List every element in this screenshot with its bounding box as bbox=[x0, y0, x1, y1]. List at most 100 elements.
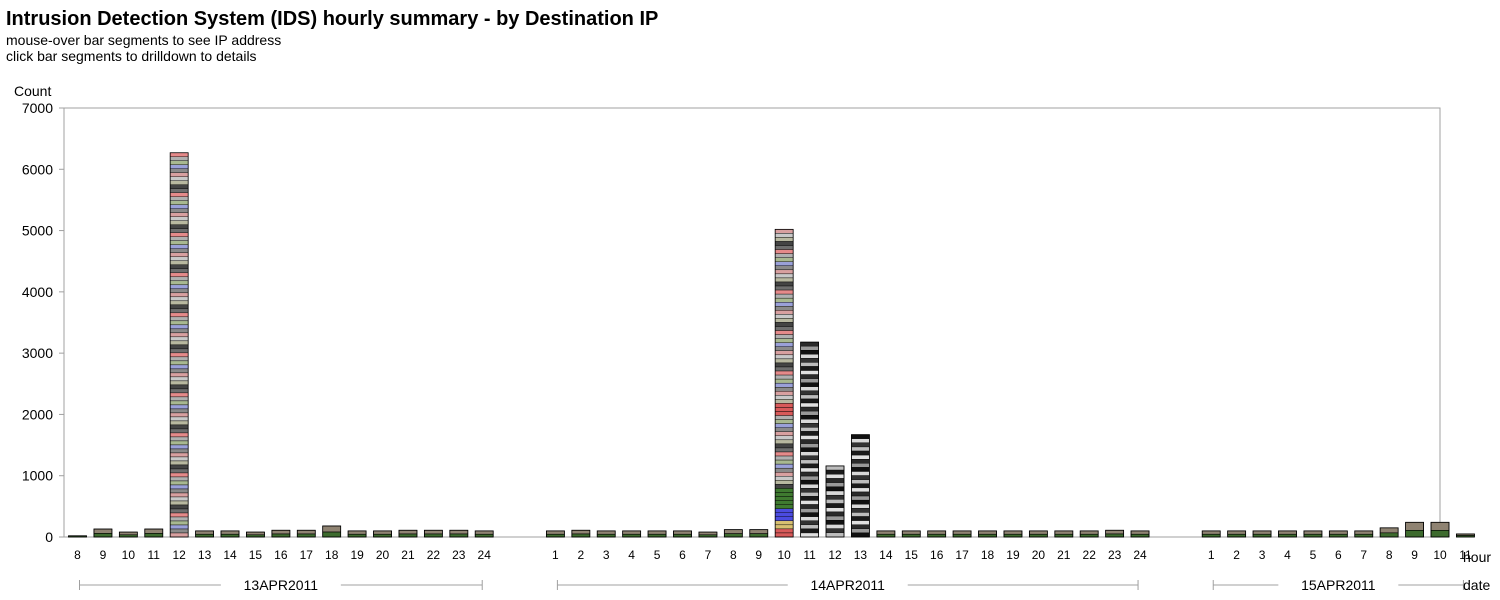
bar-segment[interactable] bbox=[774, 233, 794, 238]
bar-segment[interactable] bbox=[774, 237, 794, 242]
bar-segment[interactable] bbox=[246, 531, 265, 536]
bar-segment[interactable] bbox=[774, 293, 794, 299]
bar-segment[interactable] bbox=[800, 512, 819, 517]
bar-segment[interactable] bbox=[800, 345, 819, 351]
bar-segment[interactable] bbox=[169, 420, 189, 426]
bar-segment[interactable] bbox=[774, 374, 794, 380]
bar[interactable] bbox=[851, 434, 870, 538]
bar-segment[interactable] bbox=[571, 533, 591, 538]
bar-segment[interactable] bbox=[698, 531, 718, 536]
bar-segment[interactable] bbox=[851, 459, 870, 464]
bar-segment[interactable] bbox=[876, 533, 896, 538]
bar-segment[interactable] bbox=[1054, 533, 1074, 538]
bar[interactable] bbox=[952, 530, 972, 538]
bar[interactable] bbox=[195, 530, 215, 538]
bar-segment[interactable] bbox=[169, 160, 189, 165]
bar[interactable] bbox=[1328, 530, 1348, 538]
bar-segment[interactable] bbox=[1354, 533, 1374, 538]
bar[interactable] bbox=[673, 530, 692, 538]
bar-segment[interactable] bbox=[800, 406, 819, 412]
bar-segment[interactable] bbox=[169, 500, 189, 506]
bar-segment[interactable] bbox=[800, 528, 819, 534]
bar-segment[interactable] bbox=[774, 334, 794, 339]
bar-segment[interactable] bbox=[169, 372, 189, 378]
bar-segment[interactable] bbox=[1405, 530, 1424, 538]
bar-segment[interactable] bbox=[851, 463, 870, 468]
bar-segment[interactable] bbox=[169, 292, 189, 298]
bar[interactable] bbox=[1379, 527, 1399, 538]
bar-segment[interactable] bbox=[1054, 530, 1074, 535]
bar-segment[interactable] bbox=[774, 472, 794, 477]
bar-segment[interactable] bbox=[800, 390, 819, 396]
bar-segment[interactable] bbox=[774, 528, 794, 534]
bar-segment[interactable] bbox=[851, 487, 870, 493]
bar-segment[interactable] bbox=[724, 529, 743, 534]
bar-segment[interactable] bbox=[851, 508, 870, 513]
bar-segment[interactable] bbox=[825, 507, 845, 513]
bar-segment[interactable] bbox=[322, 525, 342, 533]
bar-segment[interactable] bbox=[774, 314, 794, 319]
bar-segment[interactable] bbox=[724, 533, 743, 538]
bar-segment[interactable] bbox=[596, 530, 616, 535]
bar-segment[interactable] bbox=[169, 412, 189, 418]
bar-segment[interactable] bbox=[825, 490, 845, 496]
bar-segment[interactable] bbox=[825, 482, 845, 488]
bar-segment[interactable] bbox=[169, 408, 189, 414]
bar-segment[interactable] bbox=[195, 533, 214, 538]
bar-segment[interactable] bbox=[195, 530, 214, 535]
bar-segment[interactable] bbox=[851, 532, 870, 538]
bar-segment[interactable] bbox=[169, 508, 189, 514]
bar-segment[interactable] bbox=[169, 344, 189, 350]
bar-segment[interactable] bbox=[322, 531, 342, 538]
bar-segment[interactable] bbox=[774, 459, 794, 465]
bar-segment[interactable] bbox=[169, 444, 189, 450]
bar-segment[interactable] bbox=[169, 180, 189, 185]
bar-segment[interactable] bbox=[169, 364, 189, 370]
bar-segment[interactable] bbox=[169, 316, 189, 322]
bar-segment[interactable] bbox=[851, 467, 870, 472]
bar-segment[interactable] bbox=[800, 488, 819, 493]
bar-segment[interactable] bbox=[169, 232, 189, 237]
bar-segment[interactable] bbox=[825, 486, 845, 492]
bar[interactable] bbox=[347, 530, 367, 538]
bar-segment[interactable] bbox=[774, 467, 794, 473]
bar-segment[interactable] bbox=[169, 264, 189, 270]
bar-segment[interactable] bbox=[800, 443, 819, 448]
bar-segment[interactable] bbox=[851, 438, 870, 444]
bar-segment[interactable] bbox=[169, 476, 189, 482]
bar-segment[interactable] bbox=[774, 261, 794, 266]
bar-segment[interactable] bbox=[800, 447, 819, 452]
bar-segment[interactable] bbox=[774, 358, 794, 364]
bar-segment[interactable] bbox=[398, 529, 418, 535]
bar-segment[interactable] bbox=[851, 454, 870, 460]
bar-segment[interactable] bbox=[876, 530, 896, 535]
bar-segment[interactable] bbox=[1201, 530, 1221, 535]
bar-segment[interactable] bbox=[398, 533, 418, 538]
bar-segment[interactable] bbox=[825, 524, 845, 529]
bar[interactable] bbox=[1227, 530, 1247, 538]
bar-segment[interactable] bbox=[774, 249, 794, 254]
bar-segment[interactable] bbox=[647, 533, 667, 538]
bar-segment[interactable] bbox=[1079, 530, 1099, 535]
bar-segment[interactable] bbox=[169, 244, 189, 250]
bar-segment[interactable] bbox=[800, 358, 819, 363]
bar-segment[interactable] bbox=[800, 532, 819, 538]
bar-segment[interactable] bbox=[851, 520, 870, 525]
bar-segment[interactable] bbox=[169, 272, 189, 278]
bar-segment[interactable] bbox=[774, 455, 794, 461]
bar-segment[interactable] bbox=[851, 446, 870, 452]
bar-segment[interactable] bbox=[774, 330, 794, 335]
bar-segment[interactable] bbox=[800, 479, 819, 485]
bar-segment[interactable] bbox=[169, 308, 189, 314]
bar-segment[interactable] bbox=[169, 192, 189, 197]
bar-segment[interactable] bbox=[800, 463, 819, 469]
bar-segment[interactable] bbox=[647, 530, 667, 535]
bar-segment[interactable] bbox=[774, 484, 794, 489]
bar-segment[interactable] bbox=[774, 285, 794, 291]
bar-segment[interactable] bbox=[169, 468, 189, 474]
bar[interactable] bbox=[1354, 530, 1374, 538]
bar-segment[interactable] bbox=[169, 328, 189, 334]
bar-segment[interactable] bbox=[1379, 527, 1399, 534]
bar-segment[interactable] bbox=[169, 528, 189, 534]
bar-segment[interactable] bbox=[774, 532, 794, 538]
